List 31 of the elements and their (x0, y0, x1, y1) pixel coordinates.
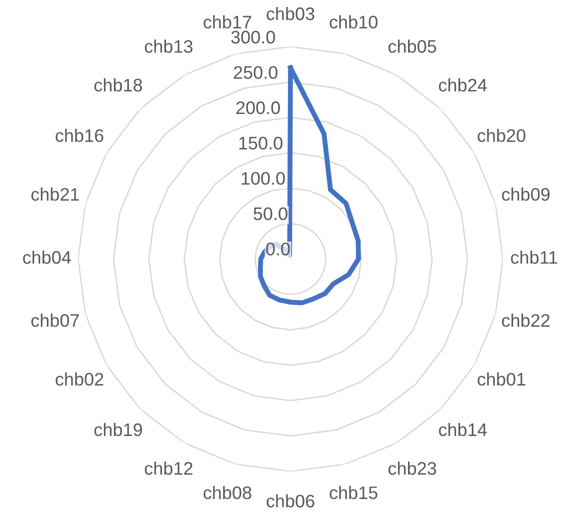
spoke-label: chb06 (266, 494, 314, 508)
spoke-label: chb24 (438, 78, 487, 92)
y-tick-label: 150.0 (239, 136, 282, 150)
spoke-label: chb13 (144, 40, 192, 53)
spoke-label: chb19 (94, 422, 142, 436)
spoke-label: chb16 (56, 128, 104, 142)
spoke-label: chb12 (144, 462, 192, 475)
spoke-label: chb17 (204, 15, 252, 29)
spoke-label: chb23 (388, 462, 436, 475)
y-tick-label: 50.0 (254, 207, 288, 220)
spoke-label: chb20 (478, 128, 526, 142)
y-tick-label: 200.0 (236, 101, 280, 114)
spoke-label: chb04 (23, 250, 71, 264)
spoke-label: chb22 (502, 314, 550, 327)
y-tick-label: 300.0 (231, 30, 275, 44)
spoke-label: chb18 (94, 78, 142, 92)
spoke-label: chb14 (438, 422, 487, 436)
y-tick-label: 250.0 (234, 66, 278, 79)
spoke-label: chb05 (388, 40, 436, 53)
spoke-label: chb10 (330, 15, 378, 29)
spoke-label: chb03 (266, 6, 314, 20)
y-tick-label: 100.0 (242, 172, 285, 185)
y-tick-label: 0.0 (266, 242, 290, 256)
spoke-label: chb01 (478, 372, 526, 386)
spoke-label: chb09 (502, 188, 550, 201)
spoke-label: chb21 (31, 188, 79, 201)
spoke-label: chb02 (56, 372, 104, 386)
spoke-label: chb07 (31, 314, 79, 327)
spoke-label: chb08 (204, 486, 252, 500)
spoke-label: chb11 (510, 250, 558, 264)
spoke-label: chb15 (330, 486, 378, 500)
